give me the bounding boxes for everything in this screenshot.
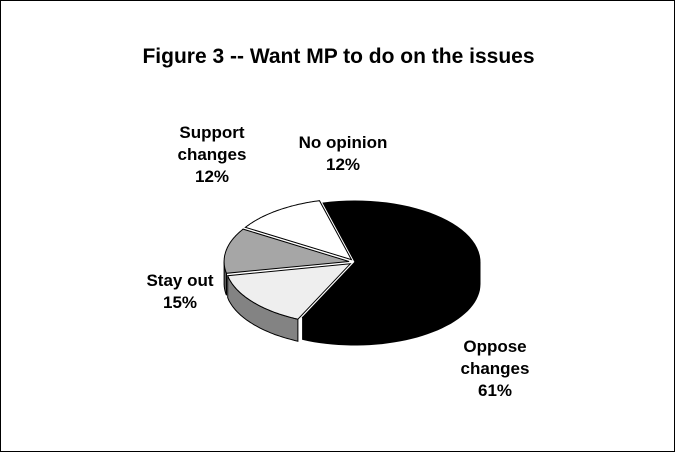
slice-value-label: 12% xyxy=(194,167,230,186)
slice-label-support-changes: Support changes 12% xyxy=(152,122,272,188)
slice-label-no-opinion: No opinion 12% xyxy=(278,132,408,176)
slice-value-label: 15% xyxy=(162,293,198,312)
slice-value-label: 61% xyxy=(477,381,513,400)
slice-label-line: Support xyxy=(179,123,245,142)
chart-title: Figure 3 -- Want MP to do on the issues xyxy=(142,45,535,68)
pie-slice-stay-out xyxy=(226,263,352,320)
pie-slice-no-opinion xyxy=(244,200,353,261)
slice-label-line: changes xyxy=(177,145,247,164)
slice-label-oppose-changes: Oppose changes 61% xyxy=(440,336,550,402)
slice-value-label: 12% xyxy=(325,155,361,174)
slice-label-line: changes xyxy=(460,359,530,378)
slice-label-line: No opinion xyxy=(298,133,388,152)
pie-slice-oppose-changes xyxy=(301,200,481,324)
slice-label-stay-out: Stay out 15% xyxy=(120,270,240,314)
slice-label-line: Stay out xyxy=(146,271,214,290)
pie-slice-support-changes xyxy=(223,228,350,274)
slice-label-line: Oppose xyxy=(463,337,527,356)
